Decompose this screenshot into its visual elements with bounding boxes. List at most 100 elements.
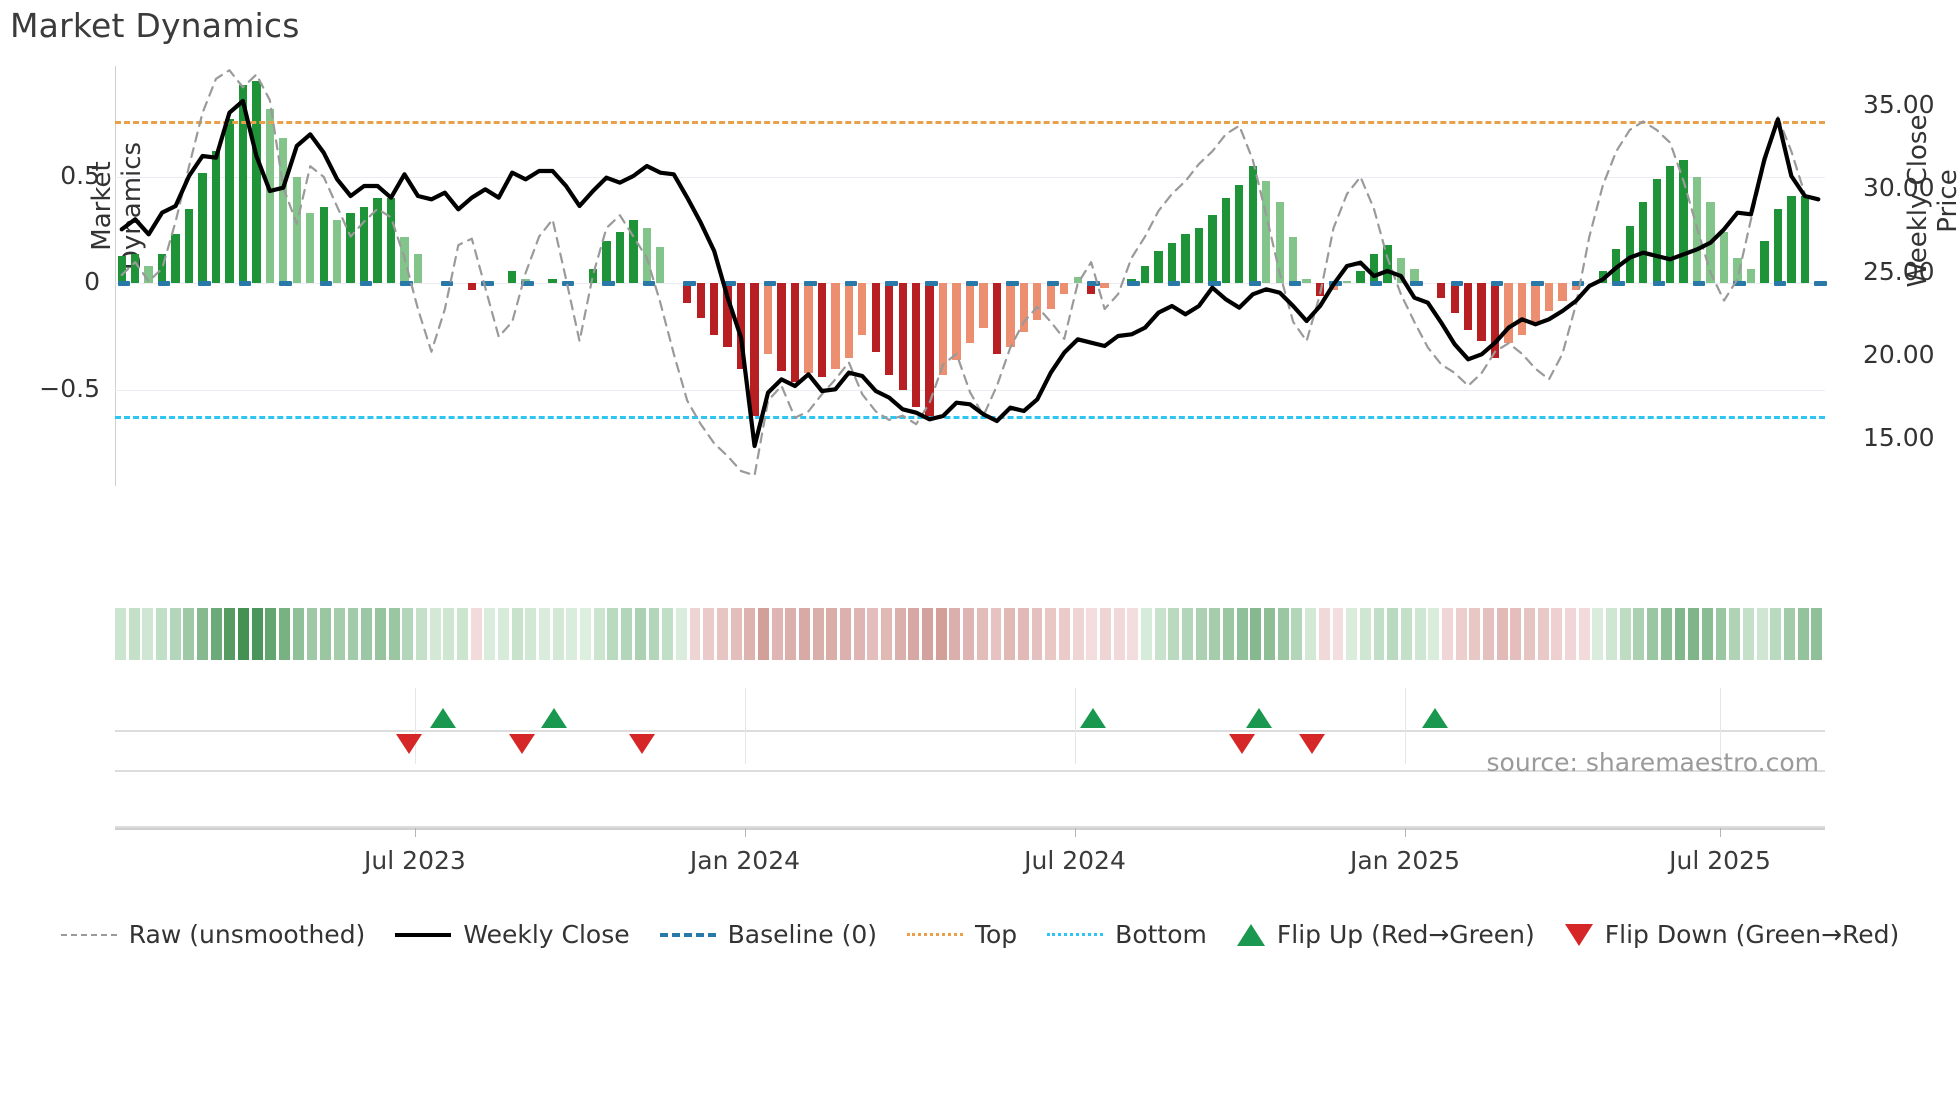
flip-down-marker[interactable] [628,734,655,754]
dashed-blue-line-icon [659,932,716,937]
heatmap-cell [128,608,140,660]
heatmap-cell [1811,608,1823,660]
bar [1221,198,1230,284]
legend-label: Bottom [1115,920,1207,949]
baseline-segment [1571,281,1585,287]
baseline-segment [1127,281,1140,287]
main-plot: 0.5 0 −0.5 35.00 30.00 25.00 20.00 15.00 Marke… [39,66,1960,486]
bar [319,206,328,284]
bar [1787,196,1796,284]
line-series-overlay [119,69,1821,477]
heatmap-cell [511,608,523,660]
heatmap-cell [963,608,975,660]
bar [1262,181,1271,284]
flip-markers-panel [115,688,1825,765]
bar [1517,283,1527,335]
heatmap-cell [826,608,838,660]
bar [1087,283,1096,295]
bar [131,253,140,284]
bar [1356,270,1365,284]
bar [1383,245,1392,284]
x-tick-mark [1405,828,1407,837]
heatmap-cell [757,608,769,660]
baseline-segment [1006,281,1019,287]
bar [373,198,382,284]
heatmap-cell [498,608,509,660]
bar [1733,257,1742,284]
flip-down-marker[interactable] [396,734,423,754]
top-reference-line [115,121,1825,125]
bar [1773,208,1783,284]
baseline-segment [198,281,211,287]
bar [548,279,557,284]
bar [817,283,827,378]
bar [871,283,880,352]
heatmap-cell [443,608,455,660]
bar [1154,251,1163,284]
bar [1006,283,1015,348]
bar [1450,283,1459,314]
flip-down-marker[interactable] [508,734,535,754]
bar [171,234,180,284]
bar [911,283,921,408]
heatmap-cell [1168,608,1180,660]
baseline-segment [279,281,292,287]
legend-item[interactable]: Baseline (0) [659,920,877,949]
flip-up-marker[interactable] [1422,708,1449,728]
heatmap-cell [1264,608,1276,660]
heatmap-cell [1770,608,1782,660]
heatmap-cell [853,608,865,660]
bar [1073,277,1082,284]
legend-item[interactable]: Flip Down (Green→Red) [1564,920,1900,949]
legend-item[interactable]: Top [906,920,1018,949]
bar [736,283,746,369]
legend-item[interactable]: Flip Up (Red→Green) [1236,920,1535,949]
flip-down-marker[interactable] [1228,734,1255,754]
bar [1639,202,1648,284]
heatmap-cell [566,608,578,660]
heatmap-cell [1619,608,1631,660]
flip-up-marker[interactable] [430,708,457,728]
bar [332,219,342,284]
legend-label: Flip Down (Green→Red) [1604,920,1900,949]
baseline-segment [481,281,494,287]
heatmap-cell [142,608,154,660]
bar [1194,228,1204,284]
baseline-segment [1531,281,1544,287]
bar [1477,283,1486,342]
dotted-cyan-line-icon [1047,933,1104,936]
y-tick-left: 0 [84,267,100,297]
legend-item[interactable]: Bottom [1047,920,1207,949]
legend-label: Top [974,920,1018,949]
flip-up-marker[interactable] [541,708,568,728]
heatmap-cell [607,608,619,660]
flip-down-marker[interactable] [1299,734,1325,754]
heatmap-cell [648,608,660,660]
heatmap-cell [1318,608,1330,660]
baseline-segment [117,281,131,287]
heatmap-cell [1455,608,1467,660]
legend-item[interactable]: Raw (unsmoothed) [60,920,365,949]
bar [1019,283,1029,333]
solid-black-line-icon [395,932,452,937]
heatmap-cell [1004,608,1016,660]
heatmap-cell [251,608,263,660]
heatmap-cell [689,608,701,660]
bar [306,213,315,284]
heatmap-cell [525,608,537,660]
heatmap-cell [1250,608,1262,660]
gridline [115,176,1825,178]
baseline-segment [1773,281,1787,287]
flip-up-marker[interactable] [1245,708,1272,728]
bar [1060,283,1069,295]
heatmap-cell [552,608,564,660]
legend-item[interactable]: Weekly Close [395,920,630,949]
heatmap-cell [1182,608,1193,660]
flip-up-marker[interactable] [1080,708,1107,728]
bar [1625,225,1634,284]
bar [1181,234,1190,284]
bar [1571,283,1581,290]
baseline-segment [1248,281,1262,287]
dotted-orange-line-icon [906,933,963,936]
heatmap-cell [730,608,742,660]
